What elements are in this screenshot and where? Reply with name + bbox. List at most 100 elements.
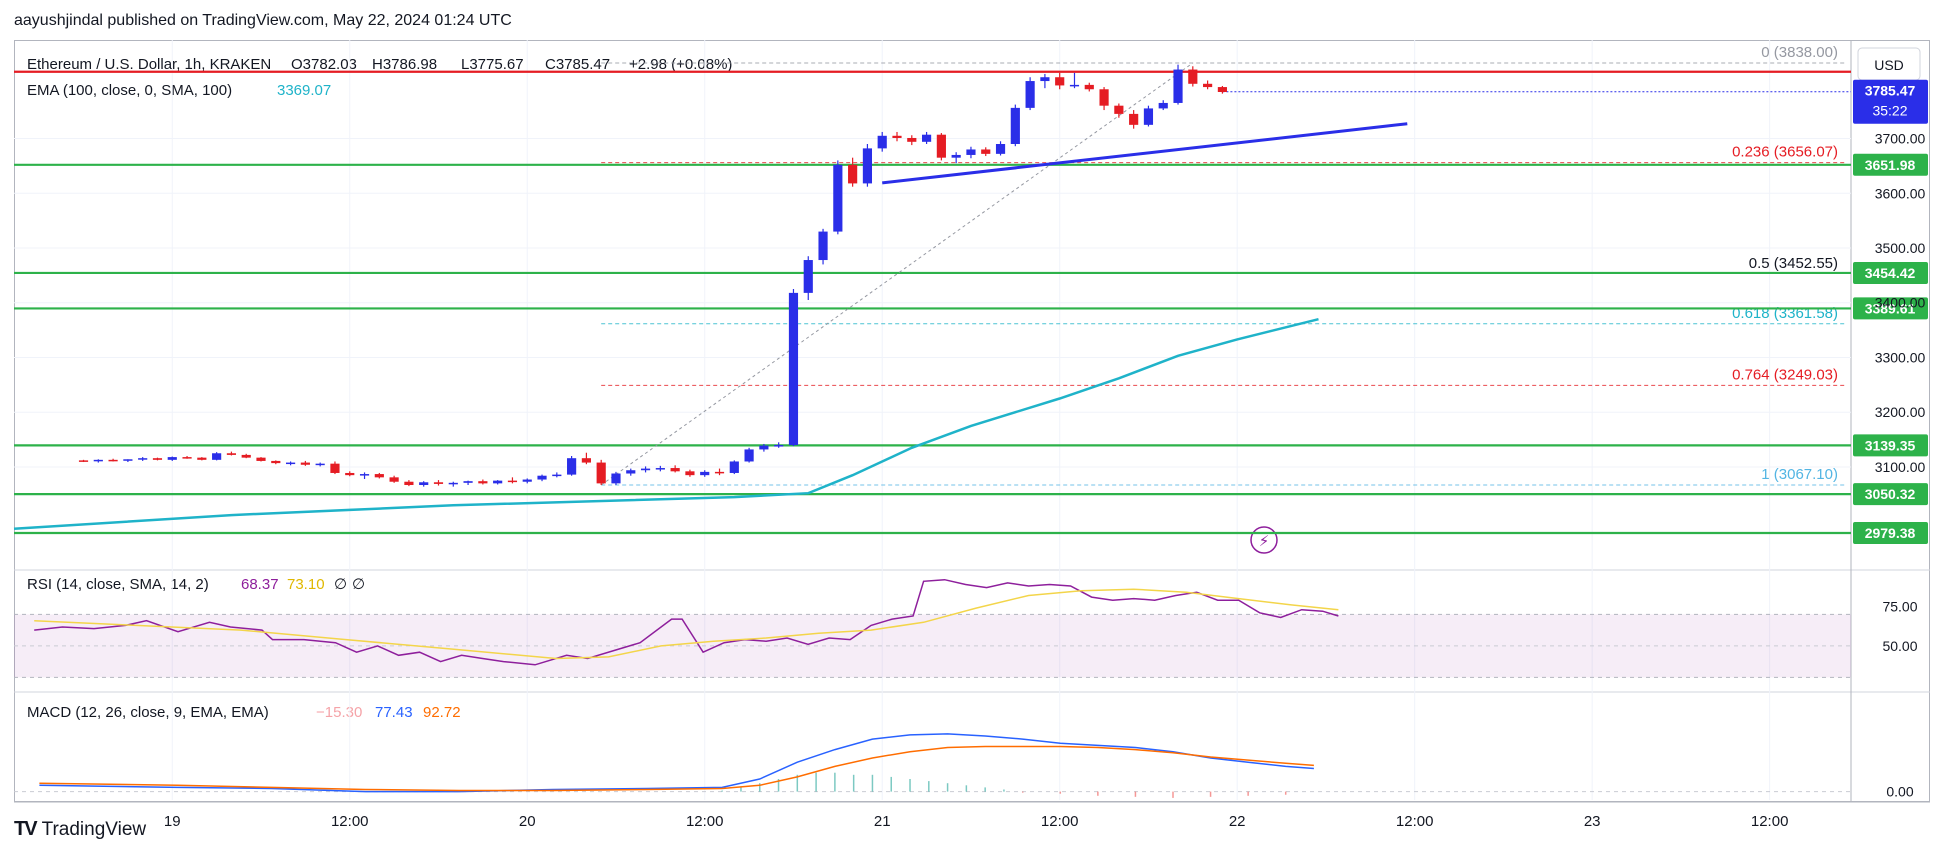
candle-body <box>537 475 547 480</box>
candle-body <box>700 471 710 476</box>
candle-body <box>818 231 828 261</box>
countdown-label: 35:22 <box>1872 103 1907 119</box>
y-tick-label: 3300.00 <box>1875 349 1926 365</box>
candle-body <box>1084 84 1094 90</box>
candle-body <box>108 459 118 462</box>
candle-body <box>359 474 370 476</box>
candle-body <box>522 479 532 482</box>
legend-macd-signal: 92.72 <box>423 704 461 721</box>
candle-body <box>862 148 873 184</box>
candle-body <box>1025 81 1035 108</box>
candle-body <box>138 458 148 460</box>
legend-low: L3775.67 <box>461 56 524 73</box>
publisher-line: aayushjindal published on TradingView.co… <box>14 12 512 29</box>
candle-body <box>212 453 222 460</box>
price-badge <box>1853 521 1928 544</box>
candle-body <box>759 445 769 450</box>
candle-body <box>981 149 991 154</box>
legend-ema-value: 3369.07 <box>277 82 331 99</box>
price-badge <box>1853 297 1928 320</box>
candle-body <box>611 473 621 484</box>
candle-body <box>877 135 887 149</box>
x-tick-label: 20 <box>519 813 536 830</box>
legend-macd-hist: −15.30 <box>316 704 362 721</box>
fib-level-label: 1 (3067.10) <box>1761 466 1838 483</box>
candle-body <box>848 164 858 184</box>
candle-body <box>507 480 518 483</box>
fib-level-label: 0.236 (3656.07) <box>1732 144 1838 161</box>
candle-body <box>1203 83 1213 88</box>
price-badge-label: 3139.35 <box>1865 437 1916 453</box>
price-badge <box>1853 261 1928 284</box>
fib-diagonal <box>600 62 1194 486</box>
legend-rsi-extra-2: ∅ <box>352 576 365 593</box>
price-badge-label: 2979.38 <box>1865 525 1916 541</box>
last-price-label: 3785.47 <box>1865 83 1916 99</box>
candle-body <box>1173 69 1183 103</box>
candle-body <box>433 482 444 484</box>
rsi-y-tick-label: 50.00 <box>1882 638 1917 654</box>
price-badge <box>1853 483 1928 506</box>
price-badge <box>1853 153 1928 176</box>
x-tick-label: 12:00 <box>686 813 724 830</box>
candle-body <box>93 459 103 462</box>
x-tick-label: 12:00 <box>1751 813 1789 830</box>
macd-line <box>39 733 1314 793</box>
candle-body <box>1099 89 1109 106</box>
price-badge-label: 3050.32 <box>1865 486 1916 502</box>
candle-body <box>907 137 917 142</box>
fib-level-label: 0.5 (3452.55) <box>1749 255 1838 272</box>
y-tick-label: 3700.00 <box>1875 131 1926 147</box>
price-badge <box>1853 434 1928 457</box>
candle-body <box>419 482 429 486</box>
x-tick-label: 12:00 <box>1396 813 1434 830</box>
candle-body <box>567 458 577 475</box>
candle-body <box>921 134 932 142</box>
candle-body <box>1069 84 1080 87</box>
candle-body <box>788 292 799 446</box>
candle-body <box>1129 113 1139 125</box>
x-tick-label: 12:00 <box>331 813 369 830</box>
candle-body <box>1188 69 1198 84</box>
candle-body <box>478 481 488 484</box>
candle-body <box>182 457 192 459</box>
x-tick-label: 23 <box>1584 813 1601 830</box>
legend-close: C3785.47 <box>545 56 610 73</box>
x-tick-label: 12:00 <box>1041 813 1079 830</box>
lightning-glyph: ⚡ <box>1259 533 1270 550</box>
candle-body <box>729 461 739 473</box>
tradingview-logo[interactable]: TV TradingView <box>14 818 146 841</box>
candle-body <box>123 459 133 461</box>
y-tick-label: 3200.00 <box>1875 404 1926 420</box>
candle-body <box>966 149 976 155</box>
legend-symbol: Ethereum / U.S. Dollar, 1h, KRAKEN <box>27 56 271 73</box>
candle-body <box>493 480 503 484</box>
candle-body <box>1040 77 1050 82</box>
candle-body <box>951 154 961 158</box>
candle-body <box>404 481 414 486</box>
candle-body <box>1143 108 1154 125</box>
legend-rsi-label: RSI (14, close, SMA, 14, 2) <box>27 576 209 593</box>
fib-level-label: 0 (3838.00) <box>1761 44 1838 61</box>
candle-body <box>1055 77 1065 86</box>
candle-body <box>995 144 1006 154</box>
candle-body <box>1158 102 1168 109</box>
candle-body <box>1217 87 1227 92</box>
legend-macd-value: 77.43 <box>375 704 413 721</box>
candle-body <box>226 453 237 455</box>
rsi-y-tick-label: 75.00 <box>1882 599 1917 615</box>
currency-label: USD <box>1874 57 1904 73</box>
fib-level-label: 0.618 (3361.58) <box>1732 305 1838 322</box>
candle-body <box>552 474 562 477</box>
trendline <box>882 122 1408 185</box>
legend-rsi-value: 68.37 <box>241 576 279 593</box>
candle-body <box>256 457 266 461</box>
candle-body <box>626 470 636 474</box>
y-tick-label: 3600.00 <box>1875 185 1926 201</box>
rsi-sma-line <box>34 588 1339 660</box>
x-tick-label: 22 <box>1229 813 1246 830</box>
candle-body <box>78 460 89 462</box>
candle-body <box>271 460 281 464</box>
candle-body <box>463 481 473 483</box>
